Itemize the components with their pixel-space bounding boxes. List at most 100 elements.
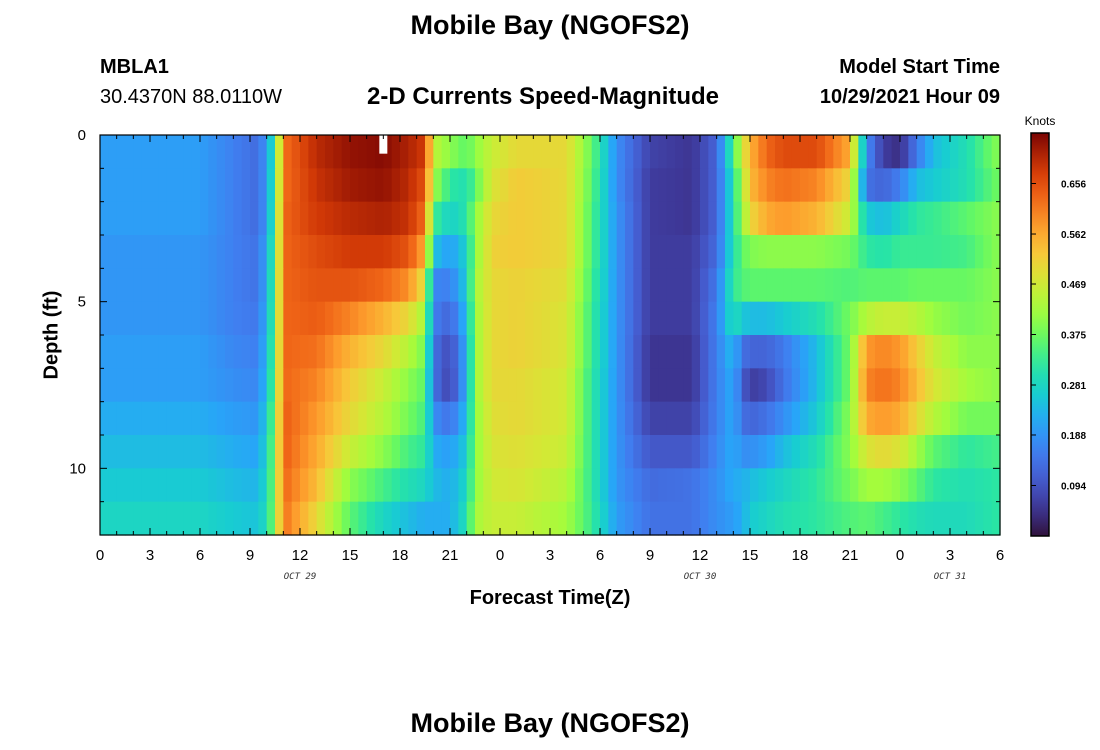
heatmap-cell <box>250 435 259 469</box>
heatmap-cell <box>491 268 501 303</box>
heatmap-cell <box>966 268 976 303</box>
heatmap-cell <box>216 401 226 436</box>
heatmap-cell <box>250 201 259 236</box>
heatmap-cell <box>758 168 768 203</box>
heatmap-cell <box>808 435 818 469</box>
heatmap-cell <box>341 135 351 169</box>
heatmap-cell <box>508 168 518 203</box>
heatmap-cell <box>900 135 909 169</box>
heatmap-cell <box>291 268 301 303</box>
y-axis-title: Depth (ft) <box>40 291 62 380</box>
heatmap-cell <box>766 401 776 436</box>
heatmap-cell <box>341 501 351 536</box>
heatmap-cell <box>450 468 459 503</box>
colorbar-unit: Knots <box>1025 114 1056 128</box>
heatmap-cell <box>416 368 426 403</box>
heatmap-cell <box>450 268 459 303</box>
heatmap-cell <box>808 268 818 303</box>
heatmap-cell <box>891 335 901 369</box>
heatmap-cell <box>483 435 493 469</box>
heatmap-cell <box>883 401 893 436</box>
heatmap-cell <box>683 468 693 503</box>
heatmap-cell <box>941 401 951 436</box>
heatmap-cell <box>483 201 493 236</box>
heatmap-cell <box>458 168 468 203</box>
heatmap-cell <box>516 435 526 469</box>
heatmap-cell <box>350 368 359 403</box>
heatmap-cell <box>933 435 943 469</box>
heatmap-cell <box>541 435 551 469</box>
heatmap-cell <box>225 268 234 303</box>
heatmap-cell <box>666 468 676 503</box>
heatmap-cell <box>525 335 534 369</box>
heatmap-cell <box>658 168 668 203</box>
heatmap-cell <box>400 468 409 503</box>
heatmap-cell <box>175 135 184 169</box>
heatmap-cell <box>725 468 734 503</box>
heatmap-cell <box>683 368 693 403</box>
heatmap-cell <box>825 168 834 203</box>
heatmap-cell <box>908 168 918 203</box>
heatmap-cell <box>175 401 184 436</box>
heatmap-cell <box>200 135 209 169</box>
heatmap-cell <box>916 201 926 236</box>
heatmap-cell <box>308 301 318 336</box>
heatmap-cell <box>658 201 668 236</box>
heatmap-cell <box>500 268 509 303</box>
heatmap-cell <box>691 435 701 469</box>
heatmap-cell <box>933 168 943 203</box>
heatmap-cell <box>333 468 343 503</box>
heatmap-cell <box>883 301 893 336</box>
heatmap-cell <box>900 468 909 503</box>
heatmap-cell <box>766 235 776 269</box>
heatmap-cell <box>833 401 843 436</box>
heatmap-cell <box>858 335 868 369</box>
heatmap-cell <box>466 501 476 536</box>
heatmap-cell <box>616 201 626 236</box>
chart-subtitle: 2-D Currents Speed-Magnitude <box>367 83 720 110</box>
heatmap-cell <box>158 435 168 469</box>
heatmap-cell <box>775 368 784 403</box>
heatmap-cell <box>533 201 543 236</box>
heatmap-cell <box>841 468 851 503</box>
heatmap-cell <box>116 368 126 403</box>
heatmap-cell <box>208 335 218 369</box>
heatmap-cell <box>566 368 576 403</box>
heatmap-cell <box>791 335 801 369</box>
heatmap-cell <box>625 335 634 369</box>
heatmap-cell <box>675 468 684 503</box>
heatmap-cell <box>358 201 368 236</box>
heatmap-cell <box>616 435 626 469</box>
heatmap-cell <box>166 335 176 369</box>
heatmap-cell <box>775 435 784 469</box>
heatmap-cell <box>241 201 251 236</box>
heatmap-cell <box>583 368 593 403</box>
heatmap-cell <box>208 135 218 169</box>
heatmap-cell <box>466 401 476 436</box>
heatmap-cell <box>225 235 234 269</box>
heatmap-cell <box>450 168 459 203</box>
heatmap-cell <box>300 135 309 169</box>
heatmap-cell <box>475 168 484 203</box>
heatmap-cell <box>616 501 626 536</box>
heatmap-cell <box>658 235 668 269</box>
heatmap-cell <box>500 435 509 469</box>
heatmap-cell <box>475 335 484 369</box>
heatmap-cell <box>866 335 876 369</box>
heatmap-cell <box>191 168 201 203</box>
heatmap-cell <box>150 335 159 369</box>
heatmap-cell <box>466 268 476 303</box>
heatmap-cell <box>575 301 584 336</box>
heatmap-cell <box>625 368 634 403</box>
heatmap-cell <box>458 268 468 303</box>
heatmap-cell <box>916 501 926 536</box>
heatmap-cell <box>841 135 851 169</box>
heatmap-cell <box>983 368 993 403</box>
heatmap-cell <box>200 368 209 403</box>
heatmap-cell <box>608 301 618 336</box>
heatmap-cell <box>391 501 401 536</box>
heatmap-cell <box>975 268 984 303</box>
heatmap-cell <box>958 435 968 469</box>
heatmap-cell <box>600 201 609 236</box>
heatmap-cell <box>375 468 384 503</box>
